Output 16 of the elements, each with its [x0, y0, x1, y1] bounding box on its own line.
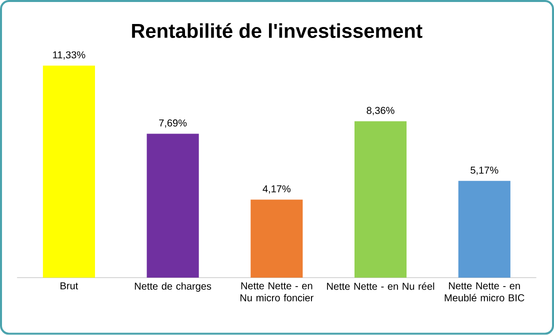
bar: [354, 121, 407, 278]
data-label: 7,69%: [159, 120, 187, 128]
bar: [42, 66, 95, 278]
chart-title: Rentabilité de l'investissement: [132, 23, 422, 38]
x-tick-label: Nette Nette - en Nu réel: [327, 282, 434, 290]
data-label: 8,36%: [366, 107, 394, 116]
bar: [458, 181, 510, 278]
data-label: 5,17%: [470, 166, 498, 175]
data-label: 4,17%: [262, 185, 290, 194]
x-tick-label: Brut: [60, 282, 78, 290]
data-label: 11,33%: [53, 51, 86, 60]
x-tick-label: Nette Nette - en Nu micro foncier: [240, 282, 314, 302]
bar: [250, 200, 303, 278]
x-tick-label: Nette Nette - en Meublé micro BIC: [444, 282, 524, 302]
bar: [146, 134, 199, 278]
x-tick-label: Nette de charges: [134, 282, 212, 292]
